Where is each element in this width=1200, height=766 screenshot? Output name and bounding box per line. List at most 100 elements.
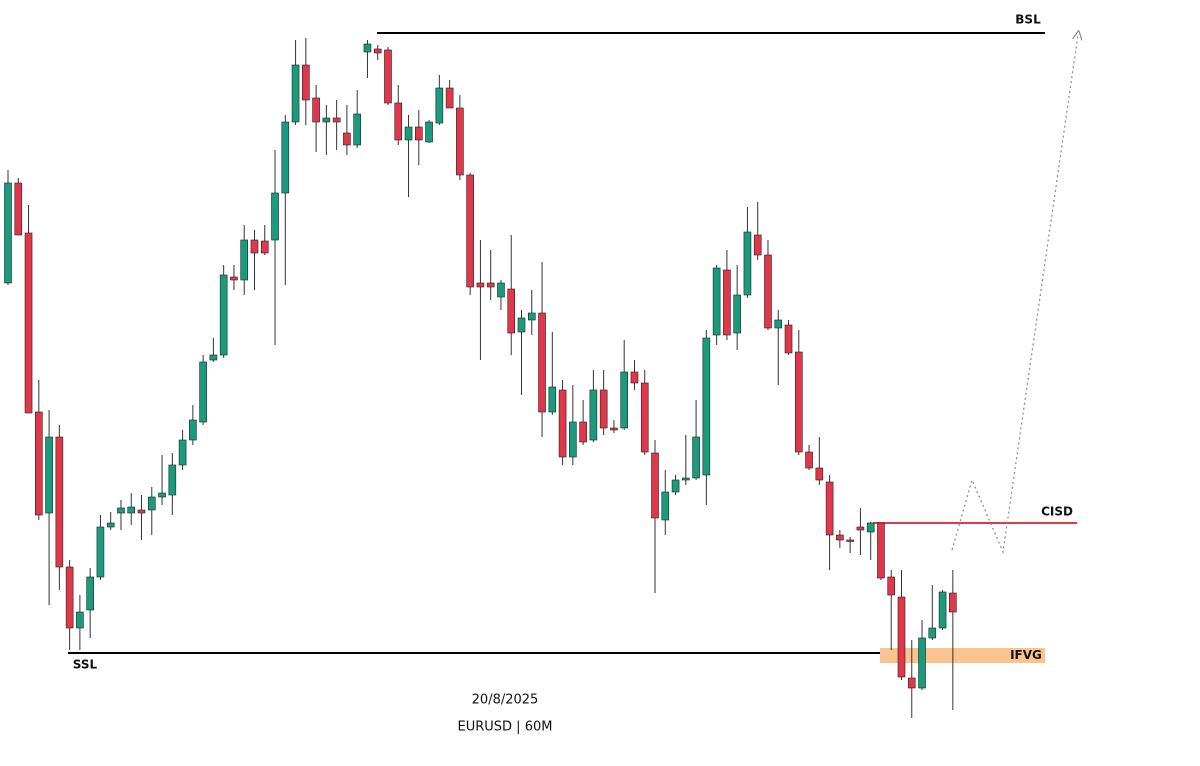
candle-body [117,507,125,514]
candle-body [394,102,403,141]
candle-body [55,436,64,568]
candle-body [353,113,361,146]
candle-body [661,491,670,521]
candle-body [14,182,23,236]
level-label: BSL [1015,13,1041,27]
candle-body [189,419,197,441]
candle-body [373,48,382,54]
candle-body [219,274,228,356]
candle-body [271,192,279,241]
candle-body [384,49,392,104]
candle-body [887,576,896,596]
candle-body [414,126,423,141]
level-label: SSL [73,658,98,672]
candle-body [127,506,136,514]
candle-body [96,526,105,578]
candle-body [774,319,783,329]
candle-body [897,596,906,678]
candle-body [4,182,12,284]
candle-body [764,254,772,329]
candle-body [332,117,341,123]
candle-body [178,439,187,466]
candle-body [322,117,331,123]
candle-body [640,382,649,453]
candle-body [651,452,659,519]
candle-body [548,386,557,413]
candle-body [949,592,957,613]
candle-body [733,294,741,334]
candle-body [558,389,567,458]
candle-body [702,337,711,476]
candle-body [599,389,608,429]
candle-body [35,411,43,516]
candle-body [147,496,156,511]
candle-body [610,427,618,431]
candle-body [784,324,793,354]
zone-label: IFVG [1010,648,1042,662]
candle-body [106,522,115,528]
candle-body [240,239,249,281]
candle-body [682,477,690,481]
candle-body [794,351,803,453]
candle-body [65,566,74,629]
candle-body [928,627,937,639]
candle-body [230,276,238,281]
candle-body [938,591,947,629]
candle-body [527,312,536,321]
level-label: CISD [1041,505,1073,519]
candle-body [815,467,824,481]
projection-path [951,35,1078,555]
candle-body [507,288,516,334]
candle-body [76,611,84,629]
candle-body [517,317,526,333]
candle-body [805,451,813,469]
candle-body [538,312,546,413]
candle-body [281,121,290,194]
candle-body [579,421,587,443]
candle-body [712,267,721,336]
candle-body [312,97,320,123]
candle-body [723,269,731,336]
candle-body [589,389,598,441]
candle-body [456,107,464,176]
candle-body [168,464,177,496]
candle-body [497,282,505,298]
date-label: 20/8/2025 [472,693,539,708]
candle-body [743,231,752,296]
candle-body [260,240,269,254]
symbol-label: EURUSD | 60M [458,720,553,735]
candle-body [836,534,844,541]
candle-body [692,436,700,479]
candle-body [425,121,433,143]
candle-body [825,481,834,536]
candle-body [466,174,474,288]
candle-body [630,371,639,384]
candle-body [877,522,885,579]
candle-body [856,526,865,531]
candle-body [24,232,33,414]
candle-body [569,421,577,458]
candle-body [918,637,926,689]
candle-body [435,87,444,124]
candle-body [343,132,351,146]
candle-body [363,43,372,53]
candle-body [137,509,146,514]
candle-body [907,677,916,689]
candle-body [620,371,629,429]
candle-body [250,239,259,254]
candle-body [404,126,413,141]
candle-body [486,282,495,288]
levels: BSL SSL CISD [68,13,1077,672]
candle-body [199,361,207,423]
candles [4,38,957,718]
candle-body [846,539,854,542]
candle-body [86,576,94,611]
candle-body [445,87,454,109]
candle-body [291,64,300,123]
candle-body [158,492,166,498]
candle-body [45,436,53,514]
candle-body [866,522,875,533]
candle-body [302,64,310,101]
